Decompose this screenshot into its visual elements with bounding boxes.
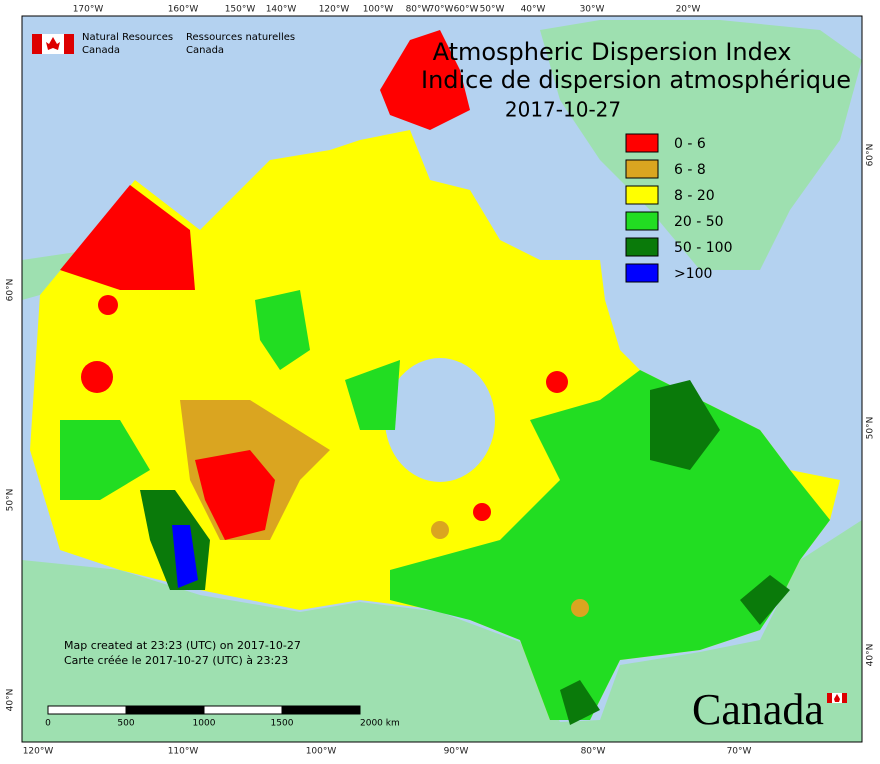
legend-swatch <box>625 133 659 153</box>
zone-low <box>98 295 118 315</box>
graticule-label: 70°W <box>727 747 752 757</box>
canada-wordmark: Canada <box>692 685 847 734</box>
map-frame <box>21 15 863 743</box>
legend-label: 6 - 8 <box>674 162 706 178</box>
zone-low <box>195 450 275 540</box>
graticule-label: 30°W <box>580 5 605 15</box>
zone-low <box>60 185 195 290</box>
flag-band <box>32 34 42 54</box>
zone-very-high <box>740 575 790 625</box>
graticule-label: 20°W <box>676 5 701 15</box>
maple-leaf <box>834 694 840 702</box>
legend-swatch <box>625 263 659 283</box>
graticule-label: 120°W <box>319 5 350 15</box>
zone-high <box>255 290 310 370</box>
flag-band <box>827 693 832 703</box>
graticule-labels: 170°W 160°W 150°W 140°W 120°W 100°W 80°W70°W 60… <box>6 5 876 757</box>
graticule-label: 60°N <box>866 144 876 167</box>
legend-swatch <box>625 237 659 257</box>
credit-text: Ressources naturelles <box>186 32 295 43</box>
graticule-label: 100°W <box>363 5 394 15</box>
zone-high <box>345 360 400 430</box>
scale-segment <box>281 705 361 715</box>
flag-band <box>64 34 74 54</box>
graticule-label: 170°W <box>73 5 104 15</box>
zone-very-high <box>650 380 720 470</box>
graticule-label: 70°W <box>429 5 454 15</box>
greenland <box>540 20 862 270</box>
map-title-fr: Indice de dispersion atmosphérique <box>421 66 851 94</box>
graticule-label: 160°W <box>168 5 199 15</box>
legend-label: 0 - 6 <box>674 136 706 152</box>
scale-segment <box>125 705 205 715</box>
usa-land <box>22 520 862 742</box>
graticule-label: 40°W <box>521 5 546 15</box>
graticule-label: 60°W <box>454 5 479 15</box>
graticule-label: 50°N <box>6 489 16 512</box>
legend-label: 50 - 100 <box>674 240 733 256</box>
maple-leaf <box>46 37 60 50</box>
scale-label: 1500 <box>271 719 294 729</box>
legend-swatch <box>625 185 659 205</box>
graticule-label: 50°N <box>866 417 876 440</box>
graticule-label: 40°N <box>866 644 876 667</box>
legend: 0 - 6 6 - 8 8 - 20 20 - 50 50 - 100 >100 <box>625 133 733 283</box>
graticule-label: 110°W <box>168 747 199 757</box>
zone-moderate <box>431 521 449 539</box>
graticule-label: 100°W <box>306 747 337 757</box>
wordmark: Canada <box>692 685 824 734</box>
zone-moderate <box>571 599 589 617</box>
nrcan-logo: Natural Resources Canada Ressources natu… <box>32 32 295 56</box>
graticule-label: 140°W <box>266 5 297 15</box>
graticule-label: 150°W <box>225 5 256 15</box>
scale-label: 1000 <box>193 719 216 729</box>
legend-swatch <box>625 211 659 231</box>
zone-low <box>380 30 470 130</box>
scale-segment <box>47 705 127 715</box>
scale-bar <box>47 705 361 715</box>
zone-very-high <box>560 680 600 725</box>
legend-label: 8 - 20 <box>674 188 715 204</box>
scale-label: 0 <box>45 719 51 729</box>
note: Map created at 23:23 (UTC) on 2017-10-27 <box>64 639 301 652</box>
graticule-label: 50°W <box>480 5 505 15</box>
credit-text: Canada <box>186 45 224 56</box>
zone-low <box>546 371 568 393</box>
zone-high <box>60 420 150 500</box>
graticule-label: 40°N <box>6 689 16 712</box>
graticule-label: 60°N <box>6 279 16 302</box>
map-date: 2017-10-27 <box>505 98 621 122</box>
scale-label: 500 <box>117 719 134 729</box>
graticule-label: 90°W <box>444 747 469 757</box>
zone-extreme <box>172 525 198 588</box>
legend-swatch <box>625 159 659 179</box>
note: Carte créée le 2017-10-27 (UTC) à 23:23 <box>64 654 288 667</box>
hudson-bay <box>385 358 495 482</box>
map-title: Atmospheric Dispersion Index <box>433 38 792 66</box>
scale-segment <box>203 705 283 715</box>
flag-band <box>842 693 847 703</box>
graticule-label: 80°W <box>406 5 431 15</box>
legend-label: >100 <box>674 266 712 282</box>
scale-label: 2000 km <box>360 719 400 729</box>
legend-label: 20 - 50 <box>674 214 724 230</box>
graticule-label: 120°W <box>23 747 54 757</box>
scale-labels: 0 500 1000 1500 2000 km <box>45 719 400 729</box>
credit-text: Canada <box>82 45 120 56</box>
zone-low <box>473 503 491 521</box>
graticule-label: 80°W <box>581 747 606 757</box>
credit-text: Natural Resources <box>82 32 173 43</box>
zone-high <box>390 370 830 720</box>
zone-low <box>81 361 113 393</box>
